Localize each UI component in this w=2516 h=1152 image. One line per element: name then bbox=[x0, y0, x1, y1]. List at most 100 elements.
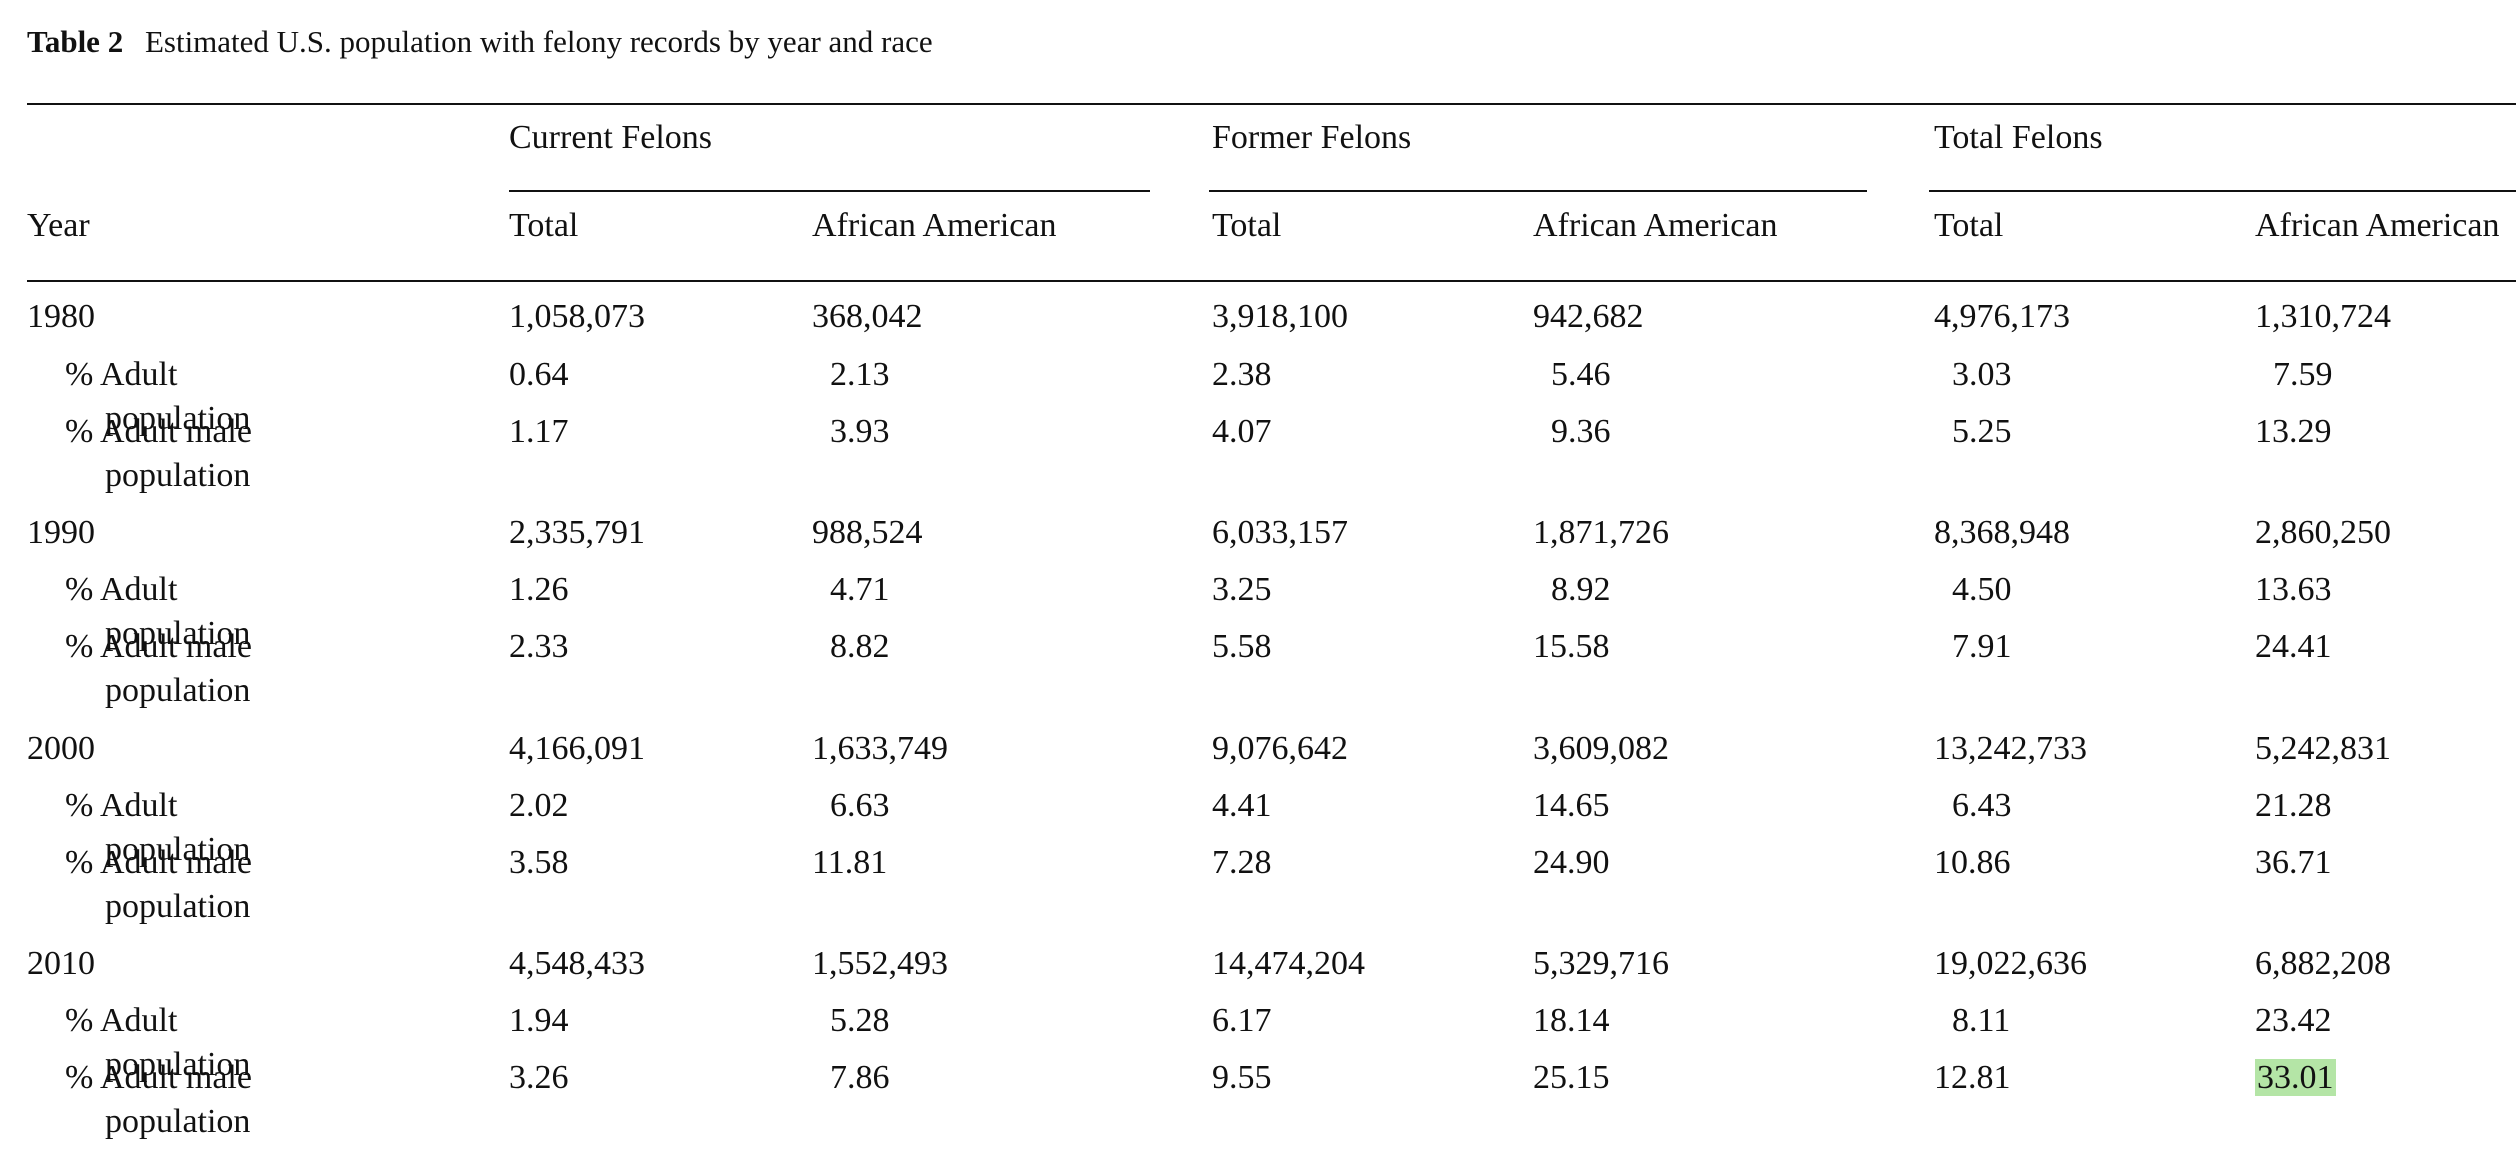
row-percent-label: % Adult male population bbox=[65, 628, 252, 709]
table-cell: 33.01 bbox=[2255, 1056, 2336, 1100]
table-cell: 3.26 bbox=[509, 1059, 569, 1096]
table-cell: 2.02 bbox=[509, 787, 569, 824]
table-cell: 4.07 bbox=[1212, 413, 1272, 450]
table-cell: 6.63 bbox=[830, 787, 890, 824]
table-cell: 9.36 bbox=[1551, 413, 1611, 450]
table-cell: 8,368,948 bbox=[1934, 514, 2070, 551]
table-cell: 5,329,716 bbox=[1533, 945, 1669, 982]
table-cell: 1.26 bbox=[509, 571, 569, 608]
table-cell: 942,682 bbox=[1533, 298, 1644, 335]
table-cell: 19,022,636 bbox=[1934, 945, 2087, 982]
table-cell: 1,552,493 bbox=[812, 945, 948, 982]
group-rule-current-felons bbox=[509, 190, 1150, 192]
highlighted-value: 33.01 bbox=[2255, 1059, 2336, 1096]
table-cell: 6.43 bbox=[1952, 787, 2012, 824]
table-cell: 5,242,831 bbox=[2255, 730, 2391, 767]
row-percent-label: % Adult male population bbox=[65, 844, 252, 925]
group-header-total-felons: Total Felons bbox=[1934, 119, 2103, 156]
table-cell: 18.14 bbox=[1533, 1002, 1610, 1039]
table-cell: 13,242,733 bbox=[1934, 730, 2087, 767]
table-cell: 3.03 bbox=[1952, 356, 2012, 393]
table-cell: 988,524 bbox=[812, 514, 923, 551]
table-cell: 7.28 bbox=[1212, 844, 1272, 881]
table-cell: 15.58 bbox=[1533, 628, 1610, 665]
table-cell: 2,860,250 bbox=[2255, 514, 2391, 551]
group-rule-former-felons bbox=[1209, 190, 1867, 192]
row-year-label: 1990 bbox=[27, 514, 95, 551]
table-cell: 4.41 bbox=[1212, 787, 1272, 824]
row-percent-label: % Adult male population bbox=[65, 413, 252, 494]
column-header-total-total: Total bbox=[1934, 207, 2004, 244]
table-cell: 2.33 bbox=[509, 628, 569, 665]
table-cell: 1,871,726 bbox=[1533, 514, 1669, 551]
table-cell: 10.86 bbox=[1934, 844, 2011, 881]
table-cell: 4,976,173 bbox=[1934, 298, 2070, 335]
table-cell: 24.90 bbox=[1533, 844, 1610, 881]
table-cell: 0.64 bbox=[509, 356, 569, 393]
table-cell: 5.28 bbox=[830, 1002, 890, 1039]
table-cell: 2.13 bbox=[830, 356, 890, 393]
table-cell: 25.15 bbox=[1533, 1059, 1610, 1096]
table-cell: 2.38 bbox=[1212, 356, 1272, 393]
table-cell: 1,633,749 bbox=[812, 730, 948, 767]
table-cell: 368,042 bbox=[812, 298, 923, 335]
table-cell: 14.65 bbox=[1533, 787, 1610, 824]
table-cell: 9,076,642 bbox=[1212, 730, 1348, 767]
row-percent-label: % Adult population bbox=[65, 787, 251, 868]
group-rule-total-felons bbox=[1929, 190, 2516, 192]
table-cell: 5.58 bbox=[1212, 628, 1272, 665]
row-year-label: 1980 bbox=[27, 298, 95, 335]
table-cell: 13.29 bbox=[2255, 413, 2332, 450]
table-cell: 8.11 bbox=[1952, 1002, 2011, 1039]
row-year-label: 2000 bbox=[27, 730, 95, 767]
table-cell: 21.28 bbox=[2255, 787, 2332, 824]
table-cell: 3.58 bbox=[509, 844, 569, 881]
column-header-former-total: Total bbox=[1212, 207, 1282, 244]
table-cell: 4.50 bbox=[1952, 571, 2012, 608]
table-caption: Table 2 Estimated U.S. population with f… bbox=[27, 22, 933, 62]
row-percent-label: % Adult population bbox=[65, 356, 251, 437]
table-cell: 4,166,091 bbox=[509, 730, 645, 767]
table-cell: 23.42 bbox=[2255, 1002, 2332, 1039]
table-cell: 9.55 bbox=[1212, 1059, 1272, 1096]
table-cell: 7.91 bbox=[1952, 628, 2012, 665]
table-cell: 3.25 bbox=[1212, 571, 1272, 608]
caption-text: Estimated U.S. population with felony re… bbox=[144, 24, 933, 59]
row-year-label: 2010 bbox=[27, 945, 95, 982]
top-rule bbox=[27, 103, 2516, 105]
row-percent-label: % Adult population bbox=[65, 1002, 251, 1083]
column-header-year: Year bbox=[27, 207, 90, 244]
table-cell: 24.41 bbox=[2255, 628, 2332, 665]
caption-label: Table 2 bbox=[27, 24, 124, 59]
column-header-current-total: Total bbox=[509, 207, 579, 244]
group-header-current-felons: Current Felons bbox=[509, 119, 713, 156]
table-cell: 4.71 bbox=[830, 571, 890, 608]
table-cell: 4,548,433 bbox=[509, 945, 645, 982]
table-cell: 8.92 bbox=[1551, 571, 1611, 608]
table-cell: 3,609,082 bbox=[1533, 730, 1669, 767]
row-percent-label: % Adult male population bbox=[65, 1059, 252, 1140]
row-percent-label: % Adult population bbox=[65, 571, 251, 652]
column-header-total-african-american: African American bbox=[2255, 207, 2500, 244]
table-cell: 36.71 bbox=[2255, 844, 2332, 881]
table-cell: 5.25 bbox=[1952, 413, 2012, 450]
table-cell: 5.46 bbox=[1551, 356, 1611, 393]
table-cell: 11.81 bbox=[812, 844, 888, 881]
table-cell: 6.17 bbox=[1212, 1002, 1272, 1039]
column-header-former-african-american: African American bbox=[1533, 207, 1778, 244]
header-rule bbox=[27, 280, 2516, 282]
table-cell: 13.63 bbox=[2255, 571, 2332, 608]
table-cell: 1.94 bbox=[509, 1002, 569, 1039]
group-header-former-felons: Former Felons bbox=[1212, 119, 1412, 156]
table-cell: 12.81 bbox=[1934, 1059, 2011, 1096]
table-cell: 6,033,157 bbox=[1212, 514, 1348, 551]
table-cell: 6,882,208 bbox=[2255, 945, 2391, 982]
table-cell: 3,918,100 bbox=[1212, 298, 1348, 335]
table-cell: 8.82 bbox=[830, 628, 890, 665]
table-cell: 1,310,724 bbox=[2255, 298, 2391, 335]
table-cell: 7.59 bbox=[2273, 356, 2333, 393]
column-header-current-african-american: African American bbox=[812, 207, 1057, 244]
table-cell: 14,474,204 bbox=[1212, 945, 1365, 982]
table-cell: 7.86 bbox=[830, 1059, 890, 1096]
table-cell: 3.93 bbox=[830, 413, 890, 450]
